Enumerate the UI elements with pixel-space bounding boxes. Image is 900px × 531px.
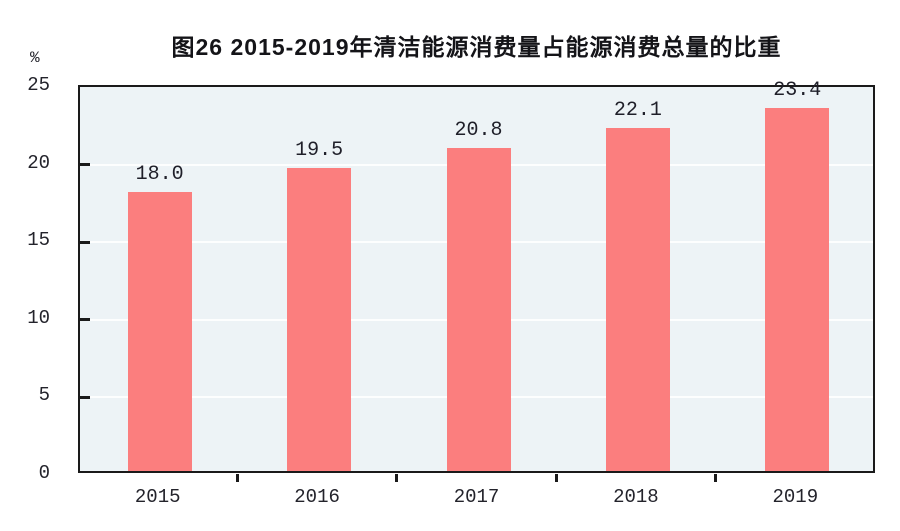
x-axis-tick: [235, 474, 239, 482]
x-axis-tick: [714, 474, 718, 482]
y-axis-tick: [80, 163, 90, 167]
bar-2018: [605, 128, 670, 471]
plot-area: 18.0 19.5 20.8 22.1 23.4: [78, 79, 875, 473]
y-axis-unit-label: %: [30, 49, 40, 67]
bar-2019: [765, 107, 830, 471]
bar-value-label: 23.4: [773, 78, 822, 102]
y-axis-tick-label: 0: [38, 462, 50, 484]
y-axis-tick-label: 5: [38, 384, 50, 407]
bar-value-label: 18.0: [135, 162, 184, 186]
x-axis-tick-label: 2019: [772, 486, 819, 508]
bar-2015: [127, 191, 192, 471]
bar-value-label: 20.8: [454, 119, 503, 143]
y-axis-tick: [80, 395, 90, 399]
bar-2016: [287, 168, 352, 471]
y-axis-tick-label: 10: [27, 306, 50, 329]
y-axis-tick: [80, 318, 90, 322]
y-axis-tick-label: 25: [27, 74, 50, 96]
bar-2017: [446, 148, 511, 471]
bar-value-label: 22.1: [613, 99, 662, 123]
x-axis-tick-label: 2017: [453, 486, 500, 508]
x-axis-tick: [554, 474, 558, 482]
x-axis-tick-label: 2016: [294, 486, 340, 508]
x-axis-tick-label: 2018: [613, 486, 659, 508]
chart-title: 图26 2015-2019年清洁能源消费量占能源消费总量的比重: [171, 34, 782, 60]
bar-value-label: 19.5: [295, 139, 344, 163]
y-axis-tick-label: 15: [27, 229, 50, 252]
y-axis-tick: [80, 240, 90, 244]
x-axis-tick-label: 2015: [134, 486, 181, 508]
y-axis-tick-label: 20: [27, 151, 50, 174]
x-axis-tick: [395, 474, 399, 482]
